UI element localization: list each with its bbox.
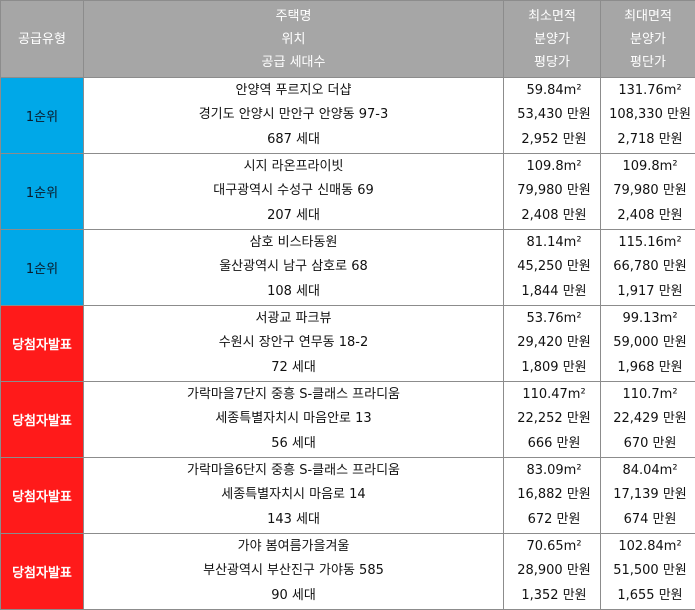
table-row: 1순위 시지 라온프라이빗 대구광역시 수성구 신매동 69 207 세대 10… [1, 154, 695, 230]
info-cell: 시지 라온프라이빗 대구광역시 수성구 신매동 69 207 세대 [84, 154, 504, 230]
min-cell: 70.65m² 28,900 만원 1,352 만원 [504, 534, 601, 610]
supply-type-cell: 1순위 [1, 154, 84, 230]
max-cell: 131.76m² 108,330 만원 2,718 만원 [601, 78, 695, 154]
min-cell: 59.84m² 53,430 만원 2,952 만원 [504, 78, 601, 154]
location: 세종특별자치시 마음안로 13 [84, 407, 503, 431]
complex-name: 가락마을6단지 중흥 S-클래스 프라디움 [84, 459, 503, 483]
min-cell: 110.47m² 22,252 만원 666 만원 [504, 382, 601, 458]
header-min: 최소면적 분양가 평당가 [504, 1, 601, 78]
supply-type-cell: 당첨자발표 [1, 534, 84, 610]
complex-name: 시지 라온프라이빗 [84, 155, 503, 179]
location: 수원시 장안구 연무동 18-2 [84, 331, 503, 355]
info-cell: 서광교 파크뷰 수원시 장안구 연무동 18-2 72 세대 [84, 306, 504, 382]
max-cell: 84.04m² 17,139 만원 674 만원 [601, 458, 695, 534]
table-row: 당첨자발표 가락마을6단지 중흥 S-클래스 프라디움 세종특별자치시 마음로 … [1, 458, 695, 534]
complex-name: 가야 봄여름가을겨울 [84, 535, 503, 559]
location: 대구광역시 수성구 신매동 69 [84, 179, 503, 203]
location: 세종특별자치시 마음로 14 [84, 483, 503, 507]
info-cell: 가야 봄여름가을겨울 부산광역시 부산진구 가야동 585 90 세대 [84, 534, 504, 610]
units: 72 세대 [84, 356, 503, 380]
table-row: 당첨자발표 가락마을7단지 중흥 S-클래스 프라디움 세종특별자치시 마음안로… [1, 382, 695, 458]
units: 90 세대 [84, 584, 503, 608]
complex-name: 삼호 비스타동원 [84, 231, 503, 255]
table-row: 당첨자발표 가야 봄여름가을겨울 부산광역시 부산진구 가야동 585 90 세… [1, 534, 695, 610]
info-cell: 가락마을6단지 중흥 S-클래스 프라디움 세종특별자치시 마음로 14 143… [84, 458, 504, 534]
max-cell: 109.8m² 79,980 만원 2,408 만원 [601, 154, 695, 230]
supply-type-cell: 1순위 [1, 230, 84, 306]
supply-type-cell: 당첨자발표 [1, 458, 84, 534]
max-cell: 115.16m² 66,780 만원 1,917 만원 [601, 230, 695, 306]
header-row: 공급유형 주택명 위치 공급 세대수 최소면적 분양가 평당가 최대면적 분양가… [1, 1, 695, 78]
min-cell: 53.76m² 29,420 만원 1,809 만원 [504, 306, 601, 382]
location: 울산광역시 남구 삼호로 68 [84, 255, 503, 279]
table-row: 1순위 안양역 푸르지오 더샵 경기도 안양시 만안구 안양동 97-3 687… [1, 78, 695, 154]
complex-name: 서광교 파크뷰 [84, 307, 503, 331]
min-cell: 109.8m² 79,980 만원 2,408 만원 [504, 154, 601, 230]
location: 부산광역시 부산진구 가야동 585 [84, 559, 503, 583]
units: 108 세대 [84, 280, 503, 304]
complex-name: 안양역 푸르지오 더샵 [84, 79, 503, 103]
units: 143 세대 [84, 508, 503, 532]
info-cell: 안양역 푸르지오 더샵 경기도 안양시 만안구 안양동 97-3 687 세대 [84, 78, 504, 154]
max-cell: 110.7m² 22,429 만원 670 만원 [601, 382, 695, 458]
units: 56 세대 [84, 432, 503, 456]
location: 경기도 안양시 만안구 안양동 97-3 [84, 103, 503, 127]
complex-name: 가락마을7단지 중흥 S-클래스 프라디움 [84, 383, 503, 407]
supply-type-cell: 당첨자발표 [1, 382, 84, 458]
header-max: 최대면적 분양가 평단가 [601, 1, 695, 78]
max-cell: 102.84m² 51,500 만원 1,655 만원 [601, 534, 695, 610]
info-cell: 가락마을7단지 중흥 S-클래스 프라디움 세종특별자치시 마음안로 13 56… [84, 382, 504, 458]
supply-type-cell: 당첨자발표 [1, 306, 84, 382]
min-cell: 81.14m² 45,250 만원 1,844 만원 [504, 230, 601, 306]
table-row: 1순위 삼호 비스타동원 울산광역시 남구 삼호로 68 108 세대 81.1… [1, 230, 695, 306]
min-cell: 83.09m² 16,882 만원 672 만원 [504, 458, 601, 534]
table-row: 당첨자발표 서광교 파크뷰 수원시 장안구 연무동 18-2 72 세대 53.… [1, 306, 695, 382]
header-type: 공급유형 [1, 1, 84, 78]
max-cell: 99.13m² 59,000 만원 1,968 만원 [601, 306, 695, 382]
info-cell: 삼호 비스타동원 울산광역시 남구 삼호로 68 108 세대 [84, 230, 504, 306]
units: 687 세대 [84, 128, 503, 152]
units: 207 세대 [84, 204, 503, 228]
supply-type-cell: 1순위 [1, 78, 84, 154]
header-info: 주택명 위치 공급 세대수 [84, 1, 504, 78]
